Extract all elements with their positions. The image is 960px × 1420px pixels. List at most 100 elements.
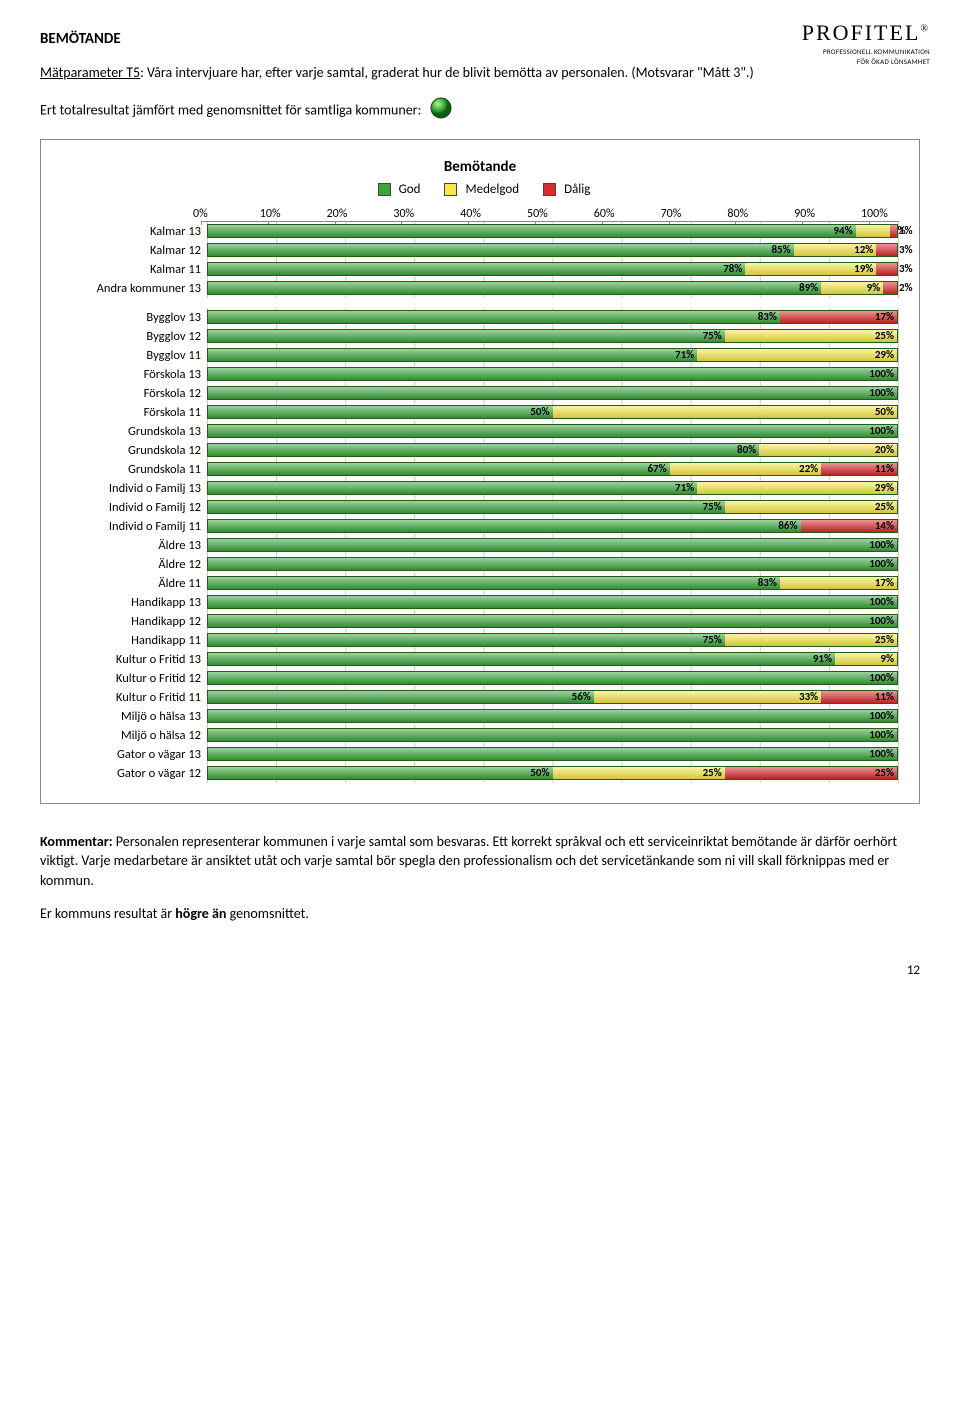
- subtext: Ert totalresultat jämfört med genomsnitt…: [40, 97, 920, 125]
- stacked-bar: 83%17%: [207, 576, 898, 590]
- bar-segment: 17%: [780, 577, 897, 589]
- row-label: Grundskola 13: [61, 424, 207, 439]
- segment-value: 9%: [880, 652, 894, 665]
- segment-value: 50%: [530, 405, 549, 418]
- segment-value: 100%: [869, 747, 894, 760]
- bar-area: 100%: [207, 707, 899, 726]
- bar-segment: 75%: [208, 330, 725, 342]
- bar-area: 100%: [207, 745, 899, 764]
- chart-row: Miljö o hälsa 12100%: [61, 726, 899, 745]
- chart-row: Kalmar 1394%5%1%: [61, 222, 899, 241]
- segment-value: 22%: [799, 462, 818, 475]
- bar-area: 100%: [207, 365, 899, 384]
- row-label: Bygglov 12: [61, 329, 207, 344]
- stacked-bar: 78%19%3%: [207, 262, 898, 276]
- segment-value: 14%: [875, 519, 894, 532]
- row-label: Bygglov 11: [61, 348, 207, 363]
- bar-segment: 29%: [697, 482, 897, 494]
- legend-swatch: [378, 183, 391, 196]
- bar-segment: 78%: [208, 263, 745, 275]
- stacked-bar: 75%25%: [207, 633, 898, 647]
- chart-container: Bemötande GodMedelgodDålig 0%10%20%30%40…: [40, 139, 920, 804]
- row-label: Handikapp 12: [61, 614, 207, 629]
- chart-row: Gator o vägar 1250%25%25%: [61, 764, 899, 783]
- chart-row: Förskola 12100%: [61, 384, 899, 403]
- comment-paragraph: Kommentar: Personalen representerar komm…: [40, 832, 920, 891]
- bar-segment: 100%: [208, 748, 897, 760]
- stacked-bar: 75% 25%: [207, 329, 898, 343]
- stacked-bar: 100%: [207, 709, 898, 723]
- chart-row: Äldre 13100%: [61, 536, 899, 555]
- segment-value: 11%: [875, 690, 894, 703]
- bar-segment: 100%: [208, 672, 897, 684]
- bar-segment: 12%: [794, 244, 877, 256]
- segment-value: 89%: [799, 281, 818, 294]
- bar-segment: 5%: [856, 225, 890, 237]
- segment-value: 100%: [869, 424, 894, 437]
- bar-area: 100%: [207, 726, 899, 745]
- segment-value: 100%: [869, 671, 894, 684]
- row-label: Individ o Familj 13: [61, 481, 207, 496]
- stacked-bar: 100%: [207, 595, 898, 609]
- chart-row: Bygglov 1383%17%: [61, 308, 899, 327]
- bar-segment: 89%: [208, 282, 821, 294]
- bar-area: 75%25%: [207, 631, 899, 650]
- stacked-bar: 50%50%: [207, 405, 898, 419]
- stacked-bar: 100%: [207, 424, 898, 438]
- row-label: Andra kommuner 13: [61, 281, 207, 296]
- segment-value: 94%: [833, 224, 852, 237]
- status-ball-icon: [430, 97, 452, 125]
- segment-value: 9%: [867, 281, 881, 294]
- bar-area: 78%19%3%: [207, 260, 899, 279]
- segment-value: 25%: [703, 766, 722, 779]
- axis-tick: 60%: [594, 207, 661, 221]
- axis-tick: 10%: [260, 207, 327, 221]
- segment-value: 56%: [572, 690, 591, 703]
- bar-segment: 20%: [759, 444, 897, 456]
- chart-row: Grundskola 13 100%: [61, 422, 899, 441]
- bar-segment: 22%: [670, 463, 822, 475]
- stacked-bar: 71%29%: [207, 481, 898, 495]
- bar-segment: 25%: [725, 767, 897, 779]
- stacked-bar: 71%29%: [207, 348, 898, 362]
- bar-area: 100%: [207, 612, 899, 631]
- bar-segment: 9%: [835, 653, 897, 665]
- page-heading: BEMÖTANDE: [40, 30, 920, 48]
- chart-row: Individ o Familj 1275%25%: [61, 498, 899, 517]
- row-label: Kalmar 11: [61, 262, 207, 277]
- segment-value: 11%: [875, 462, 894, 475]
- bar-segment: 83%: [208, 311, 780, 323]
- bar-segment: 67%: [208, 463, 670, 475]
- bar-segment: 19%: [745, 263, 876, 275]
- row-label: Grundskola 11: [61, 462, 207, 477]
- bar-segment: 3%: [876, 244, 897, 256]
- bar-area: 67% 22% 11%: [207, 460, 899, 479]
- bar-segment: 33%: [594, 691, 821, 703]
- logo-tagline-2: FÖR ÖKAD LÖNSAMHET: [802, 57, 930, 66]
- bar-segment: 100%: [208, 425, 897, 437]
- row-label: Kultur o Fritid 13: [61, 652, 207, 667]
- chart-row: Förskola 13100%: [61, 365, 899, 384]
- segment-value: 83%: [758, 310, 777, 323]
- segment-value: 100%: [869, 728, 894, 741]
- segment-value: 25%: [875, 329, 894, 342]
- stacked-bar: 100%: [207, 671, 898, 685]
- bar-area: 85%12%3%: [207, 241, 899, 260]
- chart-row: Kultur o Fritid 12100%: [61, 669, 899, 688]
- chart-row: Kalmar 1178%19%3%: [61, 260, 899, 279]
- row-label: Individ o Familj 11: [61, 519, 207, 534]
- bar-segment: 86%: [208, 520, 801, 532]
- row-label: Kalmar 13: [61, 224, 207, 239]
- chart-row: Gator o vägar 13100%: [61, 745, 899, 764]
- row-label: Äldre 13: [61, 538, 207, 553]
- bar-segment: 75%: [208, 501, 725, 513]
- chart-row: Handikapp 1175%25%: [61, 631, 899, 650]
- bar-segment: 56%: [208, 691, 594, 703]
- stacked-bar: 89%9%2%: [207, 281, 898, 295]
- bar-segment: 100%: [208, 558, 897, 570]
- bar-area: 75% 25%: [207, 327, 899, 346]
- bar-segment: 100%: [208, 387, 897, 399]
- segment-value: 75%: [703, 500, 722, 513]
- logo-tagline-1: PROFESSIONELL KOMMUNIKATION: [802, 47, 930, 56]
- bar-area: 71%29%: [207, 346, 899, 365]
